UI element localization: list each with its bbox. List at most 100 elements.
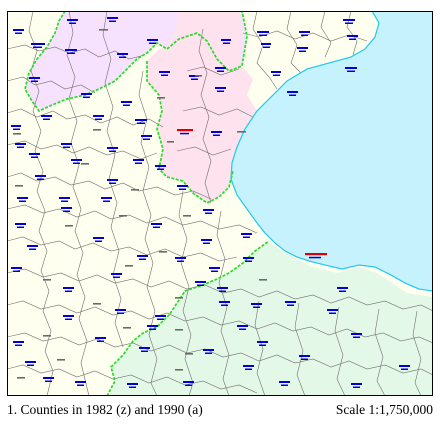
county-label — [27, 245, 38, 250]
county-label — [257, 341, 268, 346]
map-caption: 1. Counties in 1982 (z) and 1990 (a) Sca… — [7, 402, 433, 418]
city-label-coast — [305, 253, 327, 259]
county-label — [35, 175, 46, 180]
county-label — [195, 281, 206, 286]
county-label — [75, 381, 86, 386]
county-label — [257, 31, 269, 36]
county-label — [107, 147, 118, 152]
county-label — [177, 185, 188, 190]
county-label — [17, 197, 28, 202]
map-border — [7, 11, 433, 396]
county-label — [243, 365, 254, 370]
county-label — [201, 239, 212, 244]
county-label — [29, 77, 40, 82]
county-label — [215, 67, 226, 72]
county-label — [351, 333, 362, 338]
county-label — [111, 273, 122, 278]
county-label — [189, 75, 199, 80]
county-label — [271, 71, 281, 76]
region-south — [107, 241, 433, 396]
county-label — [299, 355, 310, 360]
county-label — [211, 131, 222, 136]
county-label — [203, 349, 214, 354]
county-label — [59, 197, 70, 202]
city-label-tianjin — [177, 129, 193, 135]
county-label — [209, 267, 220, 272]
county-label — [25, 361, 36, 366]
county-label — [93, 115, 104, 120]
county-label — [221, 39, 231, 44]
county-label — [61, 143, 72, 148]
county-label — [219, 301, 230, 306]
county-map — [7, 11, 433, 396]
county-label — [65, 49, 77, 54]
county-label — [137, 255, 148, 260]
county-label — [297, 47, 308, 52]
county-label — [61, 207, 72, 212]
county-label — [243, 257, 254, 262]
county-label — [41, 115, 52, 120]
county-label — [345, 67, 357, 72]
county-label — [351, 383, 362, 388]
county-label — [29, 153, 40, 158]
county-label — [155, 315, 166, 320]
county-label — [141, 135, 152, 140]
county-label — [299, 31, 310, 36]
county-label — [147, 325, 158, 330]
county-label — [71, 159, 82, 164]
county-label — [347, 35, 358, 40]
county-label — [285, 301, 296, 306]
county-label — [31, 43, 45, 48]
county-label — [183, 381, 194, 386]
county-label — [279, 381, 290, 386]
county-label — [215, 87, 226, 92]
county-label — [13, 341, 24, 346]
county-label — [147, 39, 158, 44]
unlabelled-county-names — [13, 29, 267, 379]
county-label — [337, 287, 348, 292]
county-label — [133, 159, 144, 164]
county-label — [251, 303, 262, 308]
region-north — [25, 11, 247, 111]
county-label — [121, 101, 132, 106]
county-label — [237, 325, 248, 330]
county-label — [261, 43, 271, 48]
coastline — [230, 11, 433, 292]
county-label — [135, 119, 147, 124]
county-label — [11, 125, 21, 130]
county-label — [241, 233, 252, 238]
county-label — [95, 337, 106, 342]
county-label — [11, 267, 22, 272]
county-label — [115, 309, 126, 314]
county-label — [343, 19, 355, 24]
county-label — [93, 237, 104, 242]
county-label — [399, 365, 410, 370]
county-label — [107, 17, 118, 22]
county-label — [217, 287, 228, 292]
county-label — [107, 179, 118, 184]
county-boundaries — [7, 11, 433, 396]
county-label — [63, 315, 74, 320]
county-label — [327, 309, 338, 314]
county-label — [151, 223, 162, 228]
county-label — [15, 223, 26, 228]
county-label — [155, 165, 166, 170]
county-label — [67, 19, 78, 24]
map-scale: Scale 1:1,750,000 — [335, 402, 433, 417]
county-label — [101, 197, 112, 202]
county-label — [139, 347, 150, 352]
county-label — [159, 71, 170, 76]
county-label — [15, 143, 26, 148]
county-label — [13, 29, 24, 34]
map-title: 1. Counties in 1982 (z) and 1990 (a) — [7, 402, 203, 417]
county-label — [81, 93, 92, 98]
city-labels — [177, 129, 327, 259]
county-label — [175, 257, 186, 262]
county-label — [203, 209, 214, 214]
county-label — [127, 383, 138, 388]
region-tianjin — [147, 11, 257, 203]
county-label — [43, 377, 54, 382]
county-label — [63, 287, 74, 292]
county-label — [287, 91, 298, 96]
